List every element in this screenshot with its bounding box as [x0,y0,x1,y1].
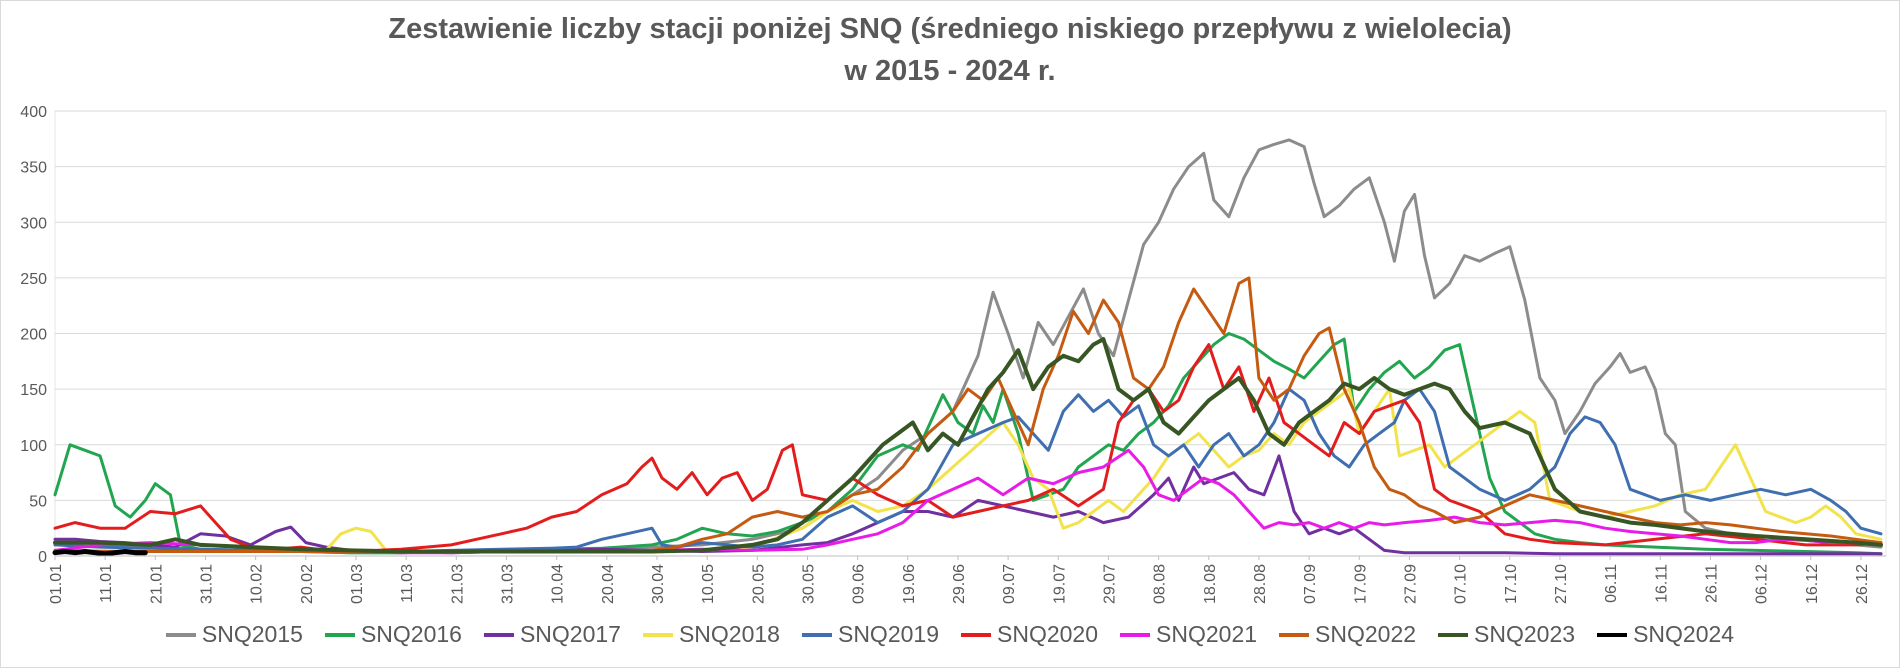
legend-swatch [1597,632,1628,637]
legend-item-snq2017: SNQ2017 [483,621,621,648]
chart-title: Zestawienie liczby stacji poniżej SNQ (ś… [388,13,1512,45]
y-tick-label: 100 [20,438,47,455]
x-tick-label: 11.03 [399,564,416,603]
x-tick-label: 10.04 [550,564,567,604]
x-tick-label: 17.10 [1503,564,1520,604]
x-tick-label: 30.05 [800,564,817,604]
x-tick-label: 26.11 [1703,564,1720,603]
legend-item-snq2019: SNQ2019 [801,621,939,648]
legend-swatch [642,632,673,637]
x-tick-label: 30.04 [650,564,667,604]
x-tick-label: 18.08 [1202,564,1219,604]
legend-label: SNQ2023 [1474,621,1576,647]
x-tick-label: 27.09 [1402,564,1419,604]
x-tick-label: 28.08 [1252,564,1269,604]
legend-label: SNQ2019 [837,621,939,647]
x-tick-label: 29.07 [1101,564,1118,604]
legend-item-snq2015: SNQ2015 [165,621,303,648]
legend: SNQ2015 SNQ2016 SNQ2017 SNQ2018 SNQ2019 SNQ20… [1,621,1899,648]
series-lines [52,138,1883,557]
x-tick-label: 31.01 [198,564,215,604]
x-tick-label: 07.09 [1302,564,1319,604]
x-tick-label: 10.02 [249,564,266,604]
x-tick-label: 27.10 [1553,564,1570,604]
x-tick-label: 17.09 [1352,564,1369,604]
series-line-snq2023 [53,337,1883,554]
series-line-snq2022 [53,276,1883,553]
series-line-snq2016 [53,332,1883,556]
series-line-snq2019 [53,387,1883,553]
x-tick-label: 20.02 [299,564,316,604]
x-tick-label: 20.04 [600,564,617,604]
y-tick-label: 350 [20,160,47,177]
x-tick-label: 20.05 [750,564,767,604]
legend-swatch [961,632,991,637]
axes: 0 50 100 150 200 250 300 350 400 01.01 11.01 21.01 3… [20,104,1886,604]
x-tick-label: 07.10 [1453,564,1470,604]
y-tick-label: 200 [20,327,47,344]
x-tick-label: 16.11 [1653,564,1670,603]
legend-label: SNQ2024 [1633,621,1735,647]
y-tick-label: 400 [20,104,47,121]
grid-lines [54,110,1887,557]
legend-item-snq2023: SNQ2023 [1438,621,1575,648]
legend-label: SNQ2015 [201,621,303,647]
series-line-snq2017 [53,454,1883,556]
legend-label: SNQ2020 [997,621,1099,647]
x-tick-label: 06.12 [1754,564,1771,604]
legend-item-snq2024: SNQ2024 [1597,621,1734,648]
legend-item-snq2020: SNQ2020 [961,621,1098,648]
x-tick-label: 11.01 [98,564,115,603]
y-tick-label: 50 [29,493,47,510]
x-tick-label: 10.05 [700,564,717,604]
legend-label: SNQ2018 [678,621,780,647]
legend-item-snq2022: SNQ2022 [1279,621,1416,648]
x-tick-label: 31.03 [499,564,516,604]
x-tick-label: 16.12 [1804,564,1821,604]
x-tick-label: 01.01 [48,564,65,604]
legend-swatch [483,632,514,637]
legend-swatch [165,632,196,637]
legend-swatch [1438,632,1469,637]
series-line-snq2024 [52,549,148,557]
legend-item-snq2021: SNQ2021 [1120,621,1257,648]
legend-swatch [1279,632,1310,637]
legend-label: SNQ2017 [519,621,621,647]
series-line-snq2015 [53,138,1883,555]
x-tick-label: 21.01 [148,564,165,604]
legend-swatch [324,632,355,637]
legend-label: SNQ2021 [1156,621,1258,647]
legend-swatch [801,632,832,637]
y-tick-label: 300 [20,215,47,232]
x-tick-label: 29.06 [951,564,968,604]
legend-swatch [1120,632,1151,637]
legend-item-snq2016: SNQ2016 [324,621,462,648]
x-tick-label: 01.03 [349,564,366,604]
chart-subtitle: w 2015 - 2024 r. [844,55,1056,87]
x-tick-label: 08.08 [1152,564,1169,604]
legend-label: SNQ2022 [1315,621,1417,647]
x-tick-label: 19.07 [1051,564,1068,604]
x-tick-label: 09.06 [851,564,868,604]
series-line-snq2021 [53,448,1883,555]
y-tick-label: 0 [38,549,47,566]
x-tick-label: 19.06 [901,564,918,604]
x-tick-label: 06.11 [1603,564,1620,603]
x-tick-label: 09.07 [1001,564,1018,604]
legend-label: SNQ2016 [360,621,462,647]
x-tick-label: 26.12 [1854,564,1871,604]
y-tick-label: 150 [20,382,47,399]
legend-item-snq2018: SNQ2018 [642,621,780,648]
y-tick-label: 250 [20,271,47,288]
x-tick-label: 21.03 [449,564,466,604]
